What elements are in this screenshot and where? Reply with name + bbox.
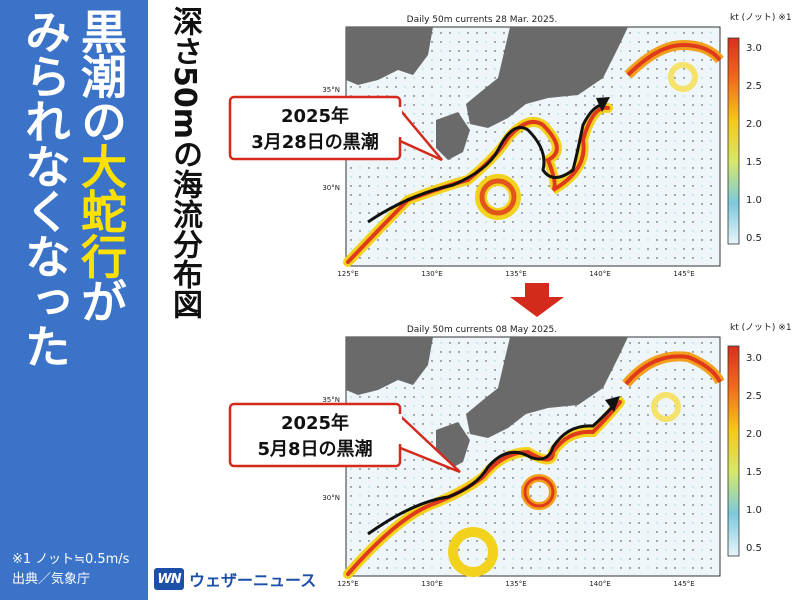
colorbar-unit: kt (ノット) ※1 xyxy=(730,13,792,23)
x-tick: 140°E xyxy=(589,270,610,278)
x-tick: 125°E xyxy=(337,270,358,278)
colorbar-tick: 3.0 xyxy=(746,43,762,54)
colorbar-tick: 2.0 xyxy=(746,119,762,130)
warm-eddy xyxy=(448,527,498,577)
footnote-knot: ※1 ノット≒0.5m/s xyxy=(12,552,130,567)
headline: 黒潮の大蛇行が みられなくなった xyxy=(0,8,148,428)
colorbar-tick: 2.5 xyxy=(746,81,762,92)
colorbar-tick: 1.5 xyxy=(746,467,762,478)
current-map-march: Daily 50m currents 28 Mar. 2025. 35°N 30… xyxy=(208,0,800,284)
land-kyushu xyxy=(436,112,470,160)
colorbar-tick: 1.5 xyxy=(746,157,762,168)
x-tick: 135°E xyxy=(505,270,526,278)
brand-logo: WN ウェザーニュース xyxy=(154,566,316,592)
map-title: Daily 50m currents 28 Mar. 2025. xyxy=(407,15,558,25)
x-tick: 130°E xyxy=(421,580,442,588)
current-map-may: Daily 50m currents 08 May 2025. 35°N 30°… xyxy=(208,312,800,596)
colorbar-tick: 1.0 xyxy=(746,195,762,206)
callout-year: 2025年 xyxy=(281,412,349,434)
x-tick: 145°E xyxy=(673,580,694,588)
callout-date: 3月28日の黒潮 xyxy=(251,132,379,153)
land-korea xyxy=(346,337,433,395)
headline-line-2: みられなくなった xyxy=(18,8,72,368)
headline-panel: 黒潮の大蛇行が みられなくなった ※1 ノット≒0.5m/s 出典／気象庁 xyxy=(0,0,148,600)
footnote-source: 出典／気象庁 xyxy=(12,572,91,587)
headline-highlight: 大蛇行 xyxy=(74,143,128,278)
colorbar-unit: kt (ノット) ※1 xyxy=(730,323,792,333)
x-tick: 140°E xyxy=(589,580,610,588)
kuroshio-path-arrow xyxy=(367,103,604,224)
x-tick: 130°E xyxy=(421,270,442,278)
kuroshio-path-arrow xyxy=(367,405,615,536)
land-japan xyxy=(466,27,628,128)
map-frame xyxy=(343,336,725,579)
y-tick: 35°N xyxy=(322,396,340,404)
colorbar xyxy=(727,345,740,557)
x-tick: 125°E xyxy=(337,580,358,588)
colorbar-tick: 2.5 xyxy=(746,391,762,402)
x-tick: 145°E xyxy=(673,270,694,278)
headline-part: が xyxy=(74,278,128,323)
land-japan xyxy=(466,337,628,438)
headline-part: 黒潮の xyxy=(74,8,128,143)
colorbar-tick: 2.0 xyxy=(746,429,762,440)
colorbar xyxy=(727,37,740,245)
brand-name: ウェザーニュース xyxy=(189,571,317,590)
y-tick: 35°N xyxy=(322,86,340,94)
map-title: Daily 50m currents 08 May 2025. xyxy=(407,325,557,335)
brand-mark: WN xyxy=(154,568,184,590)
headline-line-1: 黒潮の大蛇行が xyxy=(74,8,128,323)
callout-year: 2025年 xyxy=(281,105,349,127)
y-tick: 30°N xyxy=(322,184,340,192)
colorbar-tick: 1.0 xyxy=(746,505,762,516)
x-tick: 135°E xyxy=(505,580,526,588)
y-tick: 30°N xyxy=(322,494,340,502)
map-frame xyxy=(343,26,724,267)
colorbar-tick: 0.5 xyxy=(746,543,762,554)
transition-arrow xyxy=(510,283,564,317)
land-korea xyxy=(346,27,433,85)
date-callout: 2025年 3月28日の黒潮 xyxy=(228,95,443,162)
colorbar-tick: 3.0 xyxy=(746,353,762,364)
colorbar-tick: 0.5 xyxy=(746,233,762,244)
callout-date: 5月8日の黒潮 xyxy=(257,439,372,460)
page-subtitle: 深さ50mの海流分布図 xyxy=(167,6,202,320)
date-callout: 2025年 5月8日の黒潮 xyxy=(228,402,461,474)
